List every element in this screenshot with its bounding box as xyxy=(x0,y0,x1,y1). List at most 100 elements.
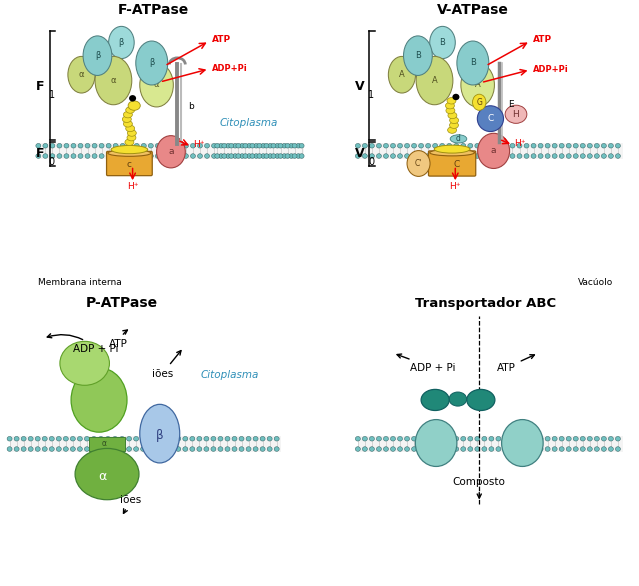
Circle shape xyxy=(426,437,431,441)
Circle shape xyxy=(204,144,210,148)
Circle shape xyxy=(233,154,238,158)
Circle shape xyxy=(134,144,139,148)
Circle shape xyxy=(404,447,410,451)
Ellipse shape xyxy=(478,134,510,169)
Circle shape xyxy=(113,144,118,148)
Circle shape xyxy=(28,437,33,441)
Circle shape xyxy=(468,154,473,158)
Bar xyxy=(38,144,304,159)
Text: ADP+Pi: ADP+Pi xyxy=(212,64,247,73)
Ellipse shape xyxy=(449,122,458,128)
Text: α: α xyxy=(111,76,116,85)
Circle shape xyxy=(35,437,40,441)
Circle shape xyxy=(239,447,244,451)
Text: Transportador ABC: Transportador ABC xyxy=(415,297,556,310)
Circle shape xyxy=(120,154,125,158)
Circle shape xyxy=(397,154,403,158)
Circle shape xyxy=(264,154,269,158)
Circle shape xyxy=(268,144,273,148)
Text: 0: 0 xyxy=(368,156,374,167)
Circle shape xyxy=(496,144,501,148)
Circle shape xyxy=(7,447,12,451)
Circle shape xyxy=(587,154,592,158)
Circle shape xyxy=(601,144,606,148)
Circle shape xyxy=(433,144,438,148)
Circle shape xyxy=(383,437,389,441)
Circle shape xyxy=(510,447,515,451)
Circle shape xyxy=(447,154,452,158)
Ellipse shape xyxy=(434,145,470,153)
Circle shape xyxy=(559,437,564,441)
Circle shape xyxy=(21,447,26,451)
Circle shape xyxy=(134,447,139,451)
Circle shape xyxy=(70,447,75,451)
Circle shape xyxy=(113,154,118,158)
Circle shape xyxy=(489,437,494,441)
Circle shape xyxy=(243,154,248,158)
Text: F: F xyxy=(36,80,44,93)
Ellipse shape xyxy=(446,107,455,114)
Circle shape xyxy=(119,447,125,451)
Circle shape xyxy=(204,154,210,158)
Text: α: α xyxy=(102,440,106,448)
Circle shape xyxy=(433,447,438,451)
Ellipse shape xyxy=(445,103,454,109)
Circle shape xyxy=(257,144,262,148)
Ellipse shape xyxy=(447,127,457,134)
Text: B: B xyxy=(415,51,421,60)
Ellipse shape xyxy=(450,135,467,143)
Circle shape xyxy=(552,447,557,451)
Circle shape xyxy=(148,447,153,451)
Circle shape xyxy=(112,437,118,441)
Circle shape xyxy=(447,144,452,148)
Circle shape xyxy=(355,447,360,451)
Circle shape xyxy=(496,437,501,441)
Circle shape xyxy=(275,154,280,158)
Circle shape xyxy=(580,437,585,441)
Circle shape xyxy=(296,144,301,148)
Circle shape xyxy=(454,144,459,148)
Text: β: β xyxy=(156,428,164,442)
Circle shape xyxy=(552,437,557,441)
Circle shape xyxy=(383,144,389,148)
Circle shape xyxy=(219,154,224,158)
Circle shape xyxy=(92,154,97,158)
Circle shape xyxy=(376,447,381,451)
Circle shape xyxy=(190,437,195,441)
Circle shape xyxy=(566,437,571,441)
Circle shape xyxy=(615,437,620,441)
Circle shape xyxy=(426,447,431,451)
Circle shape xyxy=(261,144,266,148)
Circle shape xyxy=(106,154,111,158)
Circle shape xyxy=(148,437,153,441)
Text: 1: 1 xyxy=(49,90,55,100)
Ellipse shape xyxy=(450,117,459,124)
Text: A: A xyxy=(432,76,437,85)
Circle shape xyxy=(78,154,83,158)
Circle shape xyxy=(64,144,69,148)
Circle shape xyxy=(267,437,272,441)
Circle shape xyxy=(531,447,536,451)
Circle shape xyxy=(524,447,529,451)
Circle shape xyxy=(475,447,480,451)
Text: G: G xyxy=(476,98,482,107)
Circle shape xyxy=(243,144,248,148)
Circle shape xyxy=(404,154,410,158)
Circle shape xyxy=(419,144,424,148)
Circle shape xyxy=(545,144,550,148)
Circle shape xyxy=(608,437,613,441)
Circle shape xyxy=(383,447,389,451)
Circle shape xyxy=(601,437,606,441)
Circle shape xyxy=(218,437,223,441)
Circle shape xyxy=(212,144,217,148)
Circle shape xyxy=(496,154,501,158)
Circle shape xyxy=(454,447,459,451)
Circle shape xyxy=(524,154,529,158)
Ellipse shape xyxy=(75,448,139,500)
Circle shape xyxy=(282,144,287,148)
Circle shape xyxy=(447,437,452,441)
Text: iões: iões xyxy=(152,350,181,379)
Text: 1: 1 xyxy=(368,90,374,100)
Circle shape xyxy=(246,437,251,441)
Circle shape xyxy=(162,437,167,441)
